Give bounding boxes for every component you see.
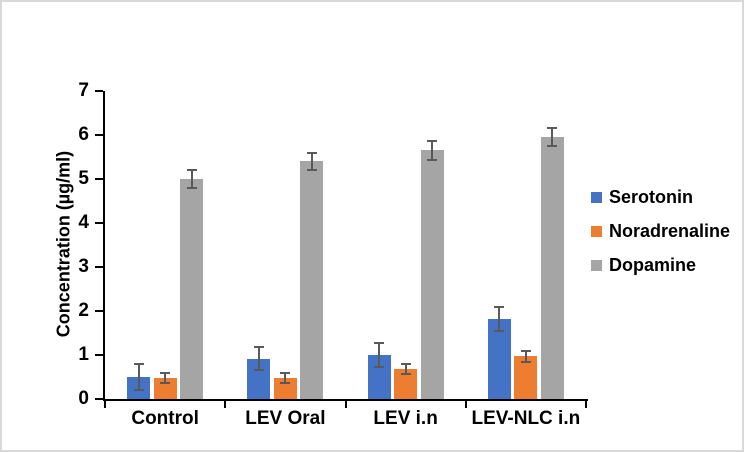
bar-noradrenaline: [514, 356, 538, 399]
error-bar-cap-top: [280, 371, 291, 374]
x-axis-tick: [585, 399, 587, 408]
y-axis-title: Concentration (µg/ml): [53, 150, 74, 338]
error-bar-cap-top: [400, 362, 411, 365]
legend: Serotonin Noradrenaline Dopamine: [591, 186, 730, 288]
serotonin-swatch-icon: [591, 191, 602, 203]
error-bar-line: [310, 152, 313, 171]
error-bar-cap-top: [306, 151, 317, 154]
error-bar-line: [284, 372, 287, 384]
error-bar-cap-bottom: [306, 169, 317, 172]
y-axis-line: [103, 91, 105, 401]
bar-dopamine: [540, 137, 564, 399]
y-axis-tick: [95, 354, 103, 356]
error-bar-line: [190, 170, 193, 188]
error-bar-cap-bottom: [253, 369, 264, 372]
error-bar-line: [378, 342, 381, 368]
error-bar-line: [498, 307, 501, 331]
error-bar-cap-top: [427, 139, 438, 142]
bar-dopamine: [300, 161, 324, 399]
error-bar-cap-top: [374, 341, 385, 344]
x-category-label: LEV i.n: [373, 408, 438, 429]
error-bar-line: [551, 128, 554, 146]
error-bar-cap-top: [547, 127, 558, 130]
bar-noradrenaline: [273, 377, 297, 399]
error-bar-line: [164, 372, 167, 384]
error-bar-cap-top: [253, 345, 264, 348]
y-axis-tick: [95, 266, 103, 268]
y-tick-label: 4: [78, 212, 89, 233]
error-bar-line: [524, 350, 527, 363]
x-axis-tick: [344, 399, 347, 408]
x-category-label: LEV-NLC i.n: [471, 408, 581, 429]
error-bar-cap-bottom: [160, 382, 171, 385]
error-bar-cap-bottom: [400, 373, 411, 376]
noradrenaline-swatch-icon: [591, 225, 602, 237]
legend-label-serotonin: Serotonin: [609, 186, 693, 207]
y-axis-tick: [95, 310, 103, 312]
error-bar-cap-top: [160, 371, 171, 374]
y-tick-label: 3: [78, 256, 89, 277]
error-bar-cap-bottom: [133, 389, 144, 392]
legend-item-noradrenaline: Noradrenaline: [591, 220, 730, 242]
x-axis-tick: [104, 399, 106, 408]
x-axis-tick: [224, 399, 227, 408]
error-bar-line: [257, 346, 260, 371]
bar-noradrenaline: [153, 377, 177, 399]
y-axis-tick: [95, 90, 103, 92]
error-bar-line: [404, 363, 407, 375]
error-bar-cap-bottom: [280, 382, 291, 385]
error-bar-cap-top: [494, 306, 505, 309]
x-axis-tick: [464, 399, 467, 408]
y-axis-tick: [95, 222, 103, 224]
error-bar-cap-top: [186, 169, 197, 172]
error-bar-cap-top: [520, 349, 531, 352]
legend-item-serotonin: Serotonin: [591, 186, 730, 208]
error-bar-cap-bottom: [494, 329, 505, 332]
legend-label-dopamine: Dopamine: [609, 254, 697, 275]
bar-serotonin: [247, 358, 271, 399]
y-tick-label: 5: [78, 168, 89, 189]
error-bar-cap-bottom: [427, 159, 438, 162]
y-axis-tick: [95, 178, 103, 180]
error-bar-line: [431, 140, 434, 161]
bar-dopamine: [180, 179, 204, 399]
bar-serotonin: [367, 355, 391, 399]
error-bar-cap-bottom: [520, 361, 531, 364]
bar-noradrenaline: [394, 369, 418, 399]
error-bar-cap-bottom: [547, 145, 558, 147]
legend-item-dopamine: Dopamine: [591, 254, 730, 276]
y-tick-label: 0: [78, 388, 89, 409]
dopamine-swatch-icon: [591, 259, 602, 271]
error-bar-cap-bottom: [186, 186, 197, 189]
x-category-label: LEV Oral: [245, 408, 326, 429]
y-tick-label: 1: [78, 344, 89, 365]
legend-label-noradrenaline: Noradrenaline: [609, 220, 731, 241]
x-category-label: Control: [131, 408, 199, 429]
bar-serotonin: [487, 318, 511, 399]
y-axis-tick: [95, 134, 103, 136]
bar-dopamine: [420, 150, 444, 399]
error-bar-cap-bottom: [374, 366, 385, 369]
y-tick-label: 2: [78, 300, 89, 321]
y-tick-label: 6: [78, 124, 89, 145]
y-axis-tick: [95, 398, 103, 400]
y-tick-label: 7: [78, 80, 89, 101]
error-bar-cap-top: [133, 362, 144, 365]
error-bar-line: [137, 363, 140, 391]
